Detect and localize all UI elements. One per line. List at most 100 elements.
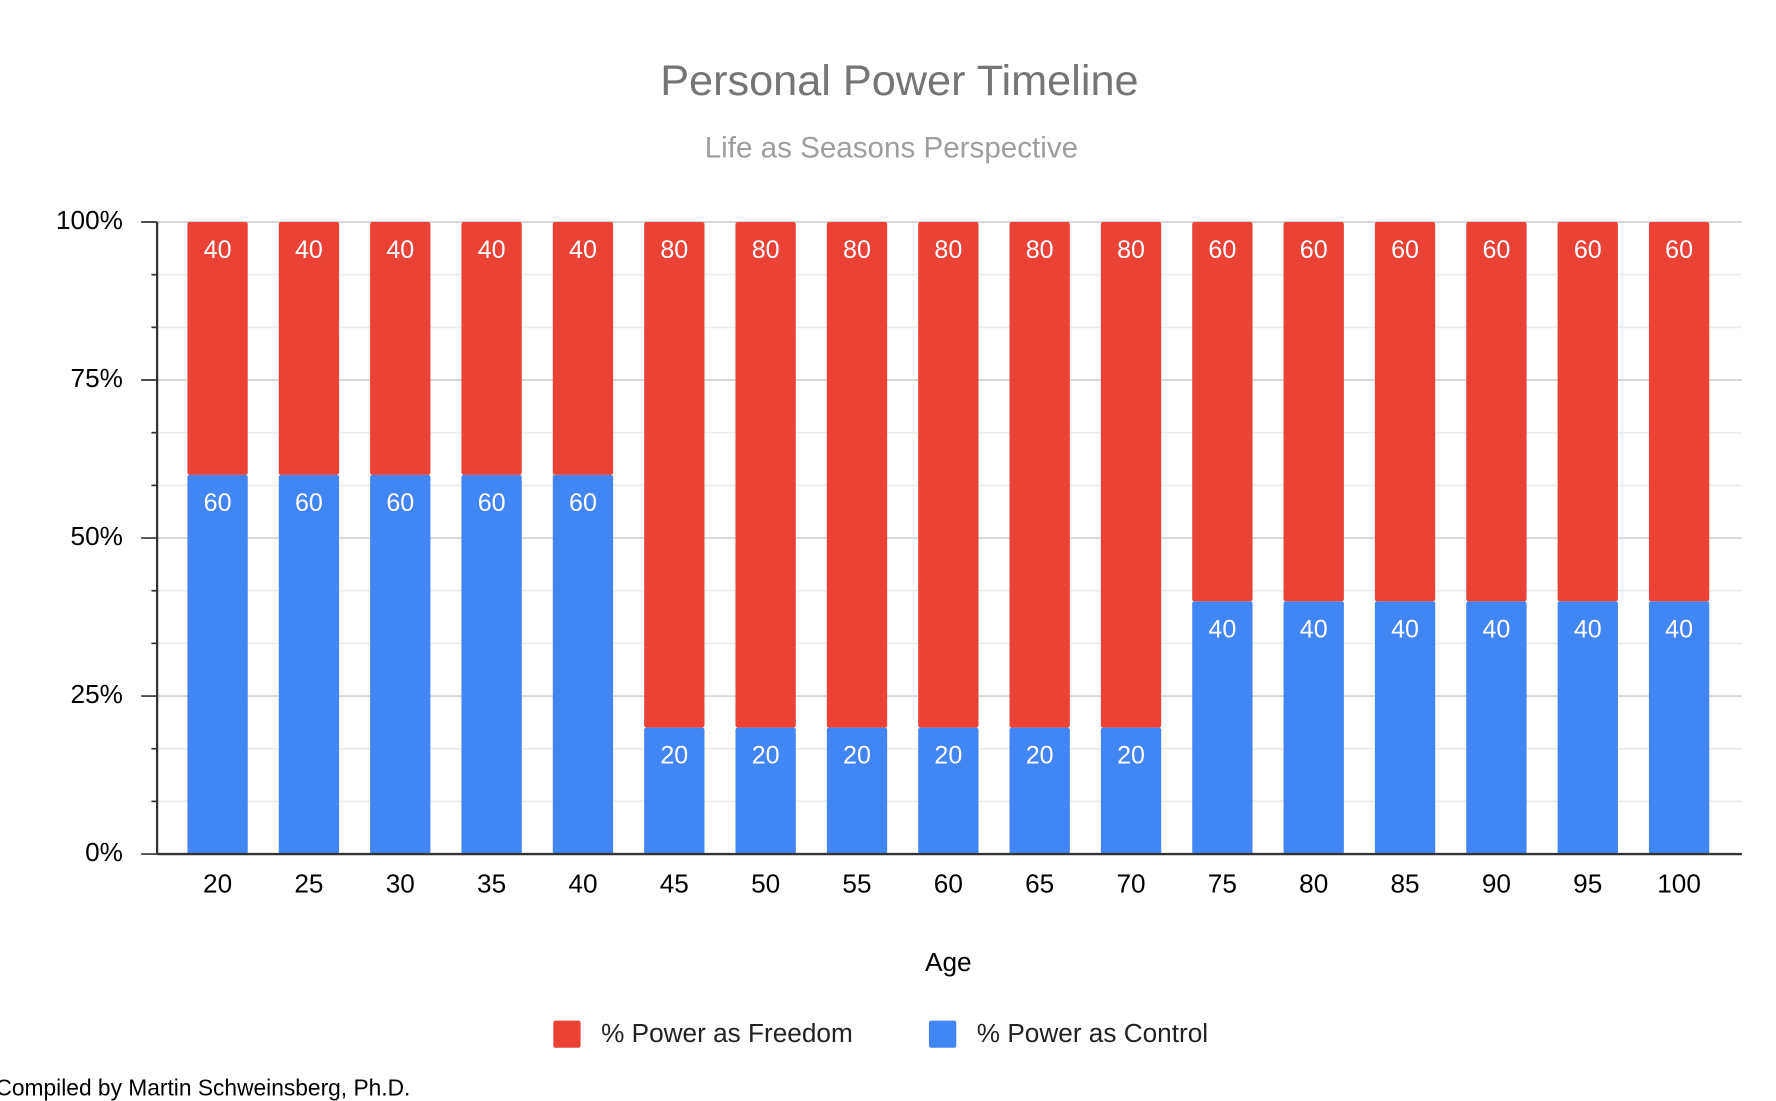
bar-segment xyxy=(1100,727,1162,855)
bar-segment xyxy=(1466,601,1527,855)
bar-segment xyxy=(918,727,979,855)
bar-segment xyxy=(826,222,888,728)
bar-segment xyxy=(644,727,705,855)
data-label: 60 xyxy=(1574,236,1602,264)
x-tick-label: 80 xyxy=(1299,869,1328,899)
data-label: 20 xyxy=(1026,742,1054,770)
x-tick-label: 55 xyxy=(842,869,871,899)
data-label: 40 xyxy=(386,236,414,264)
bar-segment xyxy=(461,474,522,855)
bar-segment xyxy=(1009,727,1070,855)
bar-segment xyxy=(278,474,340,855)
data-label: 40 xyxy=(204,236,232,264)
bar-segment xyxy=(1374,601,1436,855)
data-label: 60 xyxy=(386,489,414,517)
data-label: 40 xyxy=(1665,615,1693,643)
data-label: 40 xyxy=(569,236,597,264)
x-tick-label: 30 xyxy=(386,869,415,899)
bar-segment xyxy=(1009,222,1070,728)
y-tick-label: 100% xyxy=(56,205,123,235)
x-tick-label: 60 xyxy=(934,869,963,899)
x-tick-label: 95 xyxy=(1573,869,1602,899)
bar-segment xyxy=(370,222,431,475)
bar-segment xyxy=(552,222,614,475)
data-label: 60 xyxy=(1482,236,1510,264)
data-label: 80 xyxy=(934,236,962,264)
bar-segment xyxy=(278,222,340,475)
y-tick-label: 0% xyxy=(85,837,123,867)
x-tick-label: 45 xyxy=(660,869,689,899)
data-label: 60 xyxy=(478,489,506,517)
footnote: Compiled by Martin Schweinsberg, Ph.D. xyxy=(0,1075,410,1101)
data-label: 20 xyxy=(934,742,962,770)
bar-segment xyxy=(1192,601,1253,855)
bar-segment xyxy=(1648,222,1710,602)
bar-segment xyxy=(187,474,248,855)
legend-swatch xyxy=(928,1020,957,1048)
data-label: 80 xyxy=(843,236,871,264)
x-tick-label: 85 xyxy=(1391,869,1420,899)
bar-segment xyxy=(918,222,979,728)
data-label: 60 xyxy=(1300,236,1328,264)
data-label: 20 xyxy=(752,742,780,770)
x-tick-label: 100 xyxy=(1657,869,1701,899)
data-label: 60 xyxy=(1208,236,1236,264)
bar-segment xyxy=(1648,601,1710,855)
y-tick-label: 25% xyxy=(71,679,123,709)
bar-segment xyxy=(187,222,248,475)
x-tick-label: 70 xyxy=(1116,869,1145,899)
data-label: 20 xyxy=(1117,742,1145,770)
x-tick-label: 90 xyxy=(1482,869,1511,899)
data-label: 20 xyxy=(660,742,688,770)
bar-segment xyxy=(370,474,431,855)
x-tick-label: 75 xyxy=(1208,869,1237,899)
data-label: 60 xyxy=(295,489,323,517)
bar-segment xyxy=(1192,222,1253,602)
x-tick-label: 25 xyxy=(294,869,323,899)
data-label: 80 xyxy=(660,236,688,264)
bar-segment xyxy=(644,222,705,728)
data-label: 40 xyxy=(478,236,506,264)
data-label: 40 xyxy=(1300,615,1328,643)
bar-segment xyxy=(735,222,796,728)
bar-segment xyxy=(735,727,796,855)
data-label: 60 xyxy=(1665,236,1693,264)
data-label: 20 xyxy=(843,742,871,770)
bar-segment xyxy=(1283,222,1344,602)
x-tick-label: 20 xyxy=(203,869,232,899)
chart-subtitle: Life as Seasons Perspective xyxy=(705,131,1078,164)
bar-segment xyxy=(461,222,522,475)
y-tick-label: 75% xyxy=(71,363,123,393)
data-label: 80 xyxy=(1117,236,1145,264)
x-tick-label: 50 xyxy=(751,869,780,899)
data-label: 40 xyxy=(1574,615,1602,643)
x-tick-label: 35 xyxy=(477,869,506,899)
bar-segment xyxy=(1374,222,1436,602)
legend-swatch xyxy=(553,1020,581,1048)
data-label: 60 xyxy=(569,489,597,517)
chart-title: Personal Power Timeline xyxy=(660,57,1138,105)
data-label: 80 xyxy=(752,236,780,264)
bar-segment xyxy=(1557,222,1618,602)
x-tick-label: 40 xyxy=(568,869,597,899)
bar-segment xyxy=(1557,601,1618,855)
x-tick-label: 65 xyxy=(1025,869,1054,899)
data-label: 80 xyxy=(1026,236,1054,264)
bar-segment xyxy=(826,727,888,855)
legend-label: % Power as Control xyxy=(977,1018,1208,1048)
data-label: 40 xyxy=(1391,615,1419,643)
bar-segment xyxy=(1466,222,1527,602)
legend-label: % Power as Freedom xyxy=(601,1018,853,1048)
data-label: 40 xyxy=(1482,615,1510,643)
bar-segment xyxy=(1283,601,1344,855)
data-label: 40 xyxy=(295,236,323,264)
x-axis-label: Age xyxy=(925,947,972,977)
y-tick-label: 50% xyxy=(71,521,123,551)
data-label: 60 xyxy=(1391,236,1419,264)
bar-segment xyxy=(1100,222,1162,728)
bar-segment xyxy=(552,474,614,855)
data-label: 40 xyxy=(1208,615,1236,643)
data-label: 60 xyxy=(204,489,232,517)
